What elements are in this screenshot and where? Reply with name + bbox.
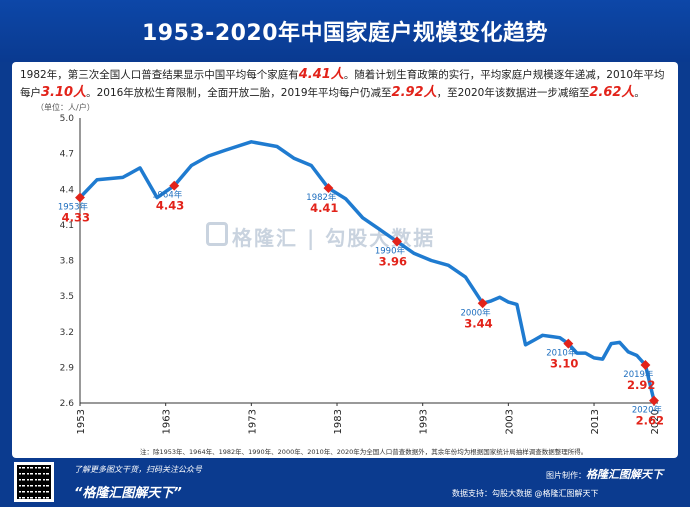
- x-tick-label: 1953: [76, 409, 87, 434]
- year-label: 2010年: [546, 348, 577, 359]
- y-tick-label: 2.6: [60, 399, 75, 409]
- intro-highlight-2010: 3.10人: [41, 85, 87, 100]
- x-tick-label: 1983: [333, 409, 344, 434]
- data-point-marker: [169, 180, 180, 191]
- data-point-marker: [640, 360, 651, 370]
- year-label: 1990年: [375, 246, 406, 257]
- footer-maker-name: 格隆汇图解天下: [586, 468, 663, 481]
- y-tick-label: 3.8: [60, 257, 75, 267]
- year-label: 1964年: [152, 190, 183, 201]
- footer-source: 数据支持：勾股大数据 @格隆汇图解天下: [452, 489, 599, 498]
- line-chart: 2.6 2.9 3.2 3.5 3.8 4.1 4.4 4.7 5.0 1953 1963 1973 1…: [58, 114, 664, 434]
- data-label: 3.96: [379, 255, 407, 269]
- intro-text-5: 。: [634, 87, 645, 99]
- x-tick-label: 1993: [419, 409, 430, 434]
- data-point-marker: [323, 183, 334, 194]
- intro-highlight-2020: 2.62人: [589, 85, 635, 100]
- y-tick-label: 4.4: [60, 185, 75, 195]
- footer-account-name: “格隆汇图解天下”: [74, 486, 182, 501]
- x-tick-label: 2003: [504, 409, 515, 434]
- intro-text-2: 。随着计划生育政策的实行，平均家庭户规模逐年递减，2010年平均每户: [20, 69, 665, 99]
- data-point-marker: [563, 338, 574, 349]
- intro-text-4: ，至2020年该数据进一步减缩至: [436, 87, 590, 99]
- y-axis-unit: （单位：人/户）: [36, 103, 95, 112]
- x-tick-label: 1963: [162, 409, 173, 434]
- data-label: 3.10: [550, 357, 578, 371]
- page-title: 1953-2020年中国家庭户规模变化趋势: [0, 0, 690, 62]
- x-tick-label: 2020: [650, 409, 661, 434]
- intro-highlight-1982: 4.41人: [298, 67, 344, 82]
- intro-text: 1982年，第三次全国人口普查结果显示中国平均每个家庭有4.41人。随着计划生育…: [20, 66, 670, 102]
- intro-text-1: 1982年，第三次全国人口普查结果显示中国平均每个家庭有: [20, 69, 299, 81]
- data-label: 2.92: [627, 378, 655, 392]
- year-label: 1982年: [306, 192, 337, 203]
- data-point-marker: [392, 236, 402, 247]
- footer-maker: 图片制作：格隆汇图解天下: [546, 466, 663, 482]
- y-tick-label: 5.0: [60, 114, 75, 124]
- y-tick-label: 2.9: [60, 363, 75, 373]
- footer: 了解更多图文干货，扫码关注公众号 “格隆汇图解天下” 图片制作：格隆汇图解天下 …: [0, 458, 690, 507]
- intro-highlight-2019: 2.92人: [391, 85, 437, 100]
- data-point-marker: [477, 298, 488, 309]
- watermark: 格隆汇 | 勾股大数据: [232, 226, 436, 250]
- x-tick-label: 2013: [590, 409, 601, 434]
- qr-code-icon[interactable]: [14, 462, 54, 502]
- y-tick-label: 3.2: [60, 328, 74, 338]
- year-label: 2000年: [461, 307, 492, 318]
- footer-maker-label: 图片制作：: [546, 471, 586, 480]
- year-label: 2019年: [623, 369, 654, 380]
- chart-panel: [12, 62, 678, 458]
- watermark-logo-icon: [206, 222, 228, 246]
- data-label: 4.33: [62, 211, 90, 225]
- intro-text-3: 。2016年放松生育限制，全面开放二胎，2019年平均每户仍减至: [86, 87, 392, 99]
- data-label: 4.41: [310, 201, 338, 215]
- data-point-marker: [75, 192, 85, 203]
- y-tick-label: 4.7: [60, 150, 74, 160]
- footnote: 注：除1953年、1964年、1982年、1990年、2000年、2010年、2…: [140, 448, 588, 456]
- data-label: 2.62: [636, 414, 664, 428]
- y-tick-label: 4.1: [60, 221, 74, 231]
- year-label: 1953年: [58, 202, 89, 213]
- x-tick-label: 1973: [247, 409, 258, 434]
- footer-promo: 了解更多图文干货，扫码关注公众号: [74, 465, 202, 474]
- data-label: 3.44: [464, 316, 492, 330]
- year-label: 2020年: [632, 405, 663, 416]
- data-label: 4.43: [156, 199, 184, 213]
- series-line: [78, 140, 656, 403]
- y-tick-label: 3.5: [60, 292, 74, 302]
- data-point-marker: [649, 395, 659, 406]
